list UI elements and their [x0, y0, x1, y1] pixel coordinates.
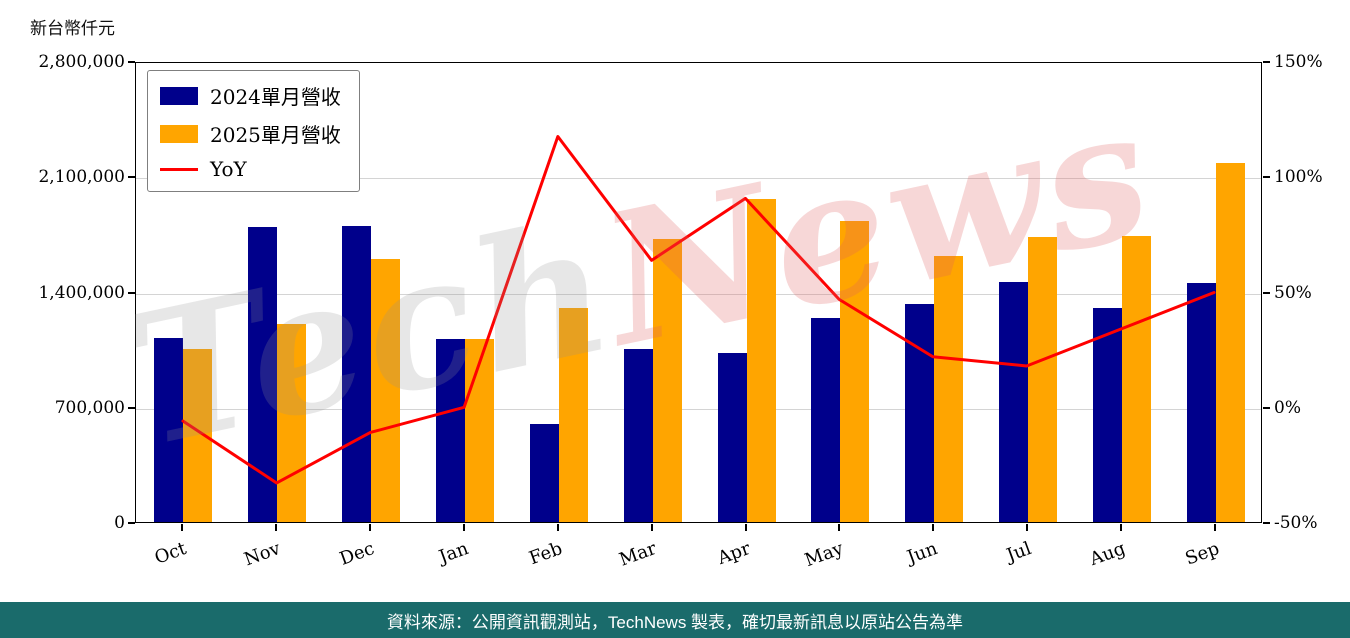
- x-axis-tickmark: [1026, 524, 1029, 531]
- legend-item-2024: 2024單月營收: [160, 81, 341, 110]
- left-axis-tick-label: 2,100,000: [38, 167, 125, 188]
- left-axis-tickmark: [128, 176, 135, 179]
- right-axis-tickmark: [1263, 61, 1270, 63]
- bar-dec-2025: [370, 258, 400, 522]
- x-axis-tickmark: [274, 524, 277, 531]
- right-axis-tickmark: [1263, 522, 1270, 524]
- left-axis-tickmark: [128, 406, 135, 409]
- plot-area: [135, 62, 1262, 523]
- bar-feb-2024: [529, 424, 559, 522]
- bar-mar-2025: [652, 238, 682, 522]
- x-axis-tick-label: Jun: [904, 538, 941, 569]
- left-axis-tickmark: [128, 61, 135, 63]
- x-axis-tickmark: [368, 524, 371, 531]
- x-axis-tick-label: May: [802, 538, 847, 572]
- bar-oct-2024: [154, 337, 183, 522]
- x-axis-tickmark: [462, 524, 465, 531]
- yoy-line: [181, 134, 1216, 485]
- bar-aug-2024: [1093, 308, 1123, 522]
- x-axis-tickmark: [932, 524, 935, 531]
- bar-mar-2024: [623, 349, 653, 522]
- x-axis-tick-label: Mar: [615, 538, 659, 571]
- x-axis-tick-label: Feb: [525, 538, 565, 570]
- right-axis-tickmark: [1263, 176, 1270, 179]
- bar-sep-2025: [1216, 163, 1245, 522]
- legend-swatch-2025: [160, 124, 198, 143]
- bar-jul-2024: [999, 281, 1029, 522]
- x-axis-tick-label: Aug: [1087, 538, 1129, 571]
- right-axis-tickmark: [1263, 291, 1270, 294]
- legend-label-2024: 2024單月營收: [210, 85, 341, 109]
- left-axis-tick-label: 1,400,000: [38, 282, 125, 303]
- left-axis-tickmark: [128, 522, 135, 524]
- left-axis-tickmark: [128, 291, 135, 294]
- x-axis-tick-label: Apr: [714, 538, 753, 570]
- right-axis-tickmark: [1263, 406, 1270, 409]
- bar-apr-2025: [746, 199, 776, 522]
- bar-apr-2024: [717, 353, 747, 522]
- left-axis-tick-label: 700,000: [54, 397, 125, 418]
- x-axis-tickmark: [838, 524, 841, 531]
- legend-swatch-2024: [160, 86, 198, 105]
- left-axis-tick-label: 2,800,000: [38, 52, 125, 72]
- x-axis-tickmark: [181, 524, 183, 531]
- bar-aug-2025: [1122, 235, 1152, 522]
- x-axis-tick-label: Dec: [336, 538, 377, 570]
- left-axis-tick-label: 0: [114, 513, 125, 533]
- bar-jun-2025: [934, 256, 964, 522]
- x-axis-tick-label: Sep: [1182, 538, 1223, 570]
- bar-sep-2024: [1187, 283, 1216, 522]
- legend-label-yoy: YoY: [210, 157, 247, 181]
- bar-jun-2024: [905, 303, 935, 522]
- bar-may-2025: [840, 220, 870, 522]
- footer-text: 資料來源：公開資訊觀測站，TechNews 製表，確切最新訊息以原站公告為準: [386, 612, 964, 632]
- bar-dec-2024: [341, 225, 371, 522]
- bar-jan-2025: [464, 339, 494, 522]
- right-axis-tick-label: 100%: [1274, 167, 1323, 188]
- x-axis-tickmark: [744, 524, 747, 531]
- gridline: [136, 178, 1261, 180]
- bar-feb-2025: [558, 308, 588, 522]
- right-axis-tick-label: 50%: [1274, 282, 1312, 303]
- right-axis-tick-label: 150%: [1274, 52, 1323, 72]
- legend: 2024單月營收 2025單月營收 YoY: [147, 70, 360, 192]
- bar-jan-2024: [435, 339, 465, 522]
- x-axis-tickmark: [1120, 524, 1123, 531]
- gridline: [136, 408, 1261, 410]
- legend-swatch-yoy: [160, 167, 198, 171]
- x-axis-tick-label: Oct: [151, 538, 190, 569]
- legend-item-2025: 2025單月營收: [160, 119, 341, 148]
- right-axis-tick-label: -50%: [1274, 513, 1318, 533]
- x-axis-tick-label: Jul: [1004, 538, 1035, 567]
- footer-source-note: 資料來源：公開資訊觀測站，TechNews 製表，確切最新訊息以原站公告為準: [0, 602, 1350, 638]
- bar-nov-2025: [276, 324, 306, 522]
- y-axis-unit-label: 新台幣仟元: [30, 19, 115, 39]
- x-axis-tickmark: [556, 524, 559, 531]
- gridline: [136, 293, 1261, 295]
- right-axis-tick-label: 0%: [1274, 397, 1301, 418]
- x-axis-tick-label: Jan: [435, 538, 471, 568]
- x-axis-tickmark: [1214, 524, 1216, 531]
- bar-jul-2025: [1028, 237, 1058, 522]
- x-axis-tick-label: Nov: [241, 538, 284, 571]
- legend-item-yoy: YoY: [160, 157, 341, 181]
- legend-label-2025: 2025單月營收: [210, 123, 341, 147]
- x-axis-tickmark: [650, 524, 653, 531]
- bar-may-2024: [811, 317, 841, 522]
